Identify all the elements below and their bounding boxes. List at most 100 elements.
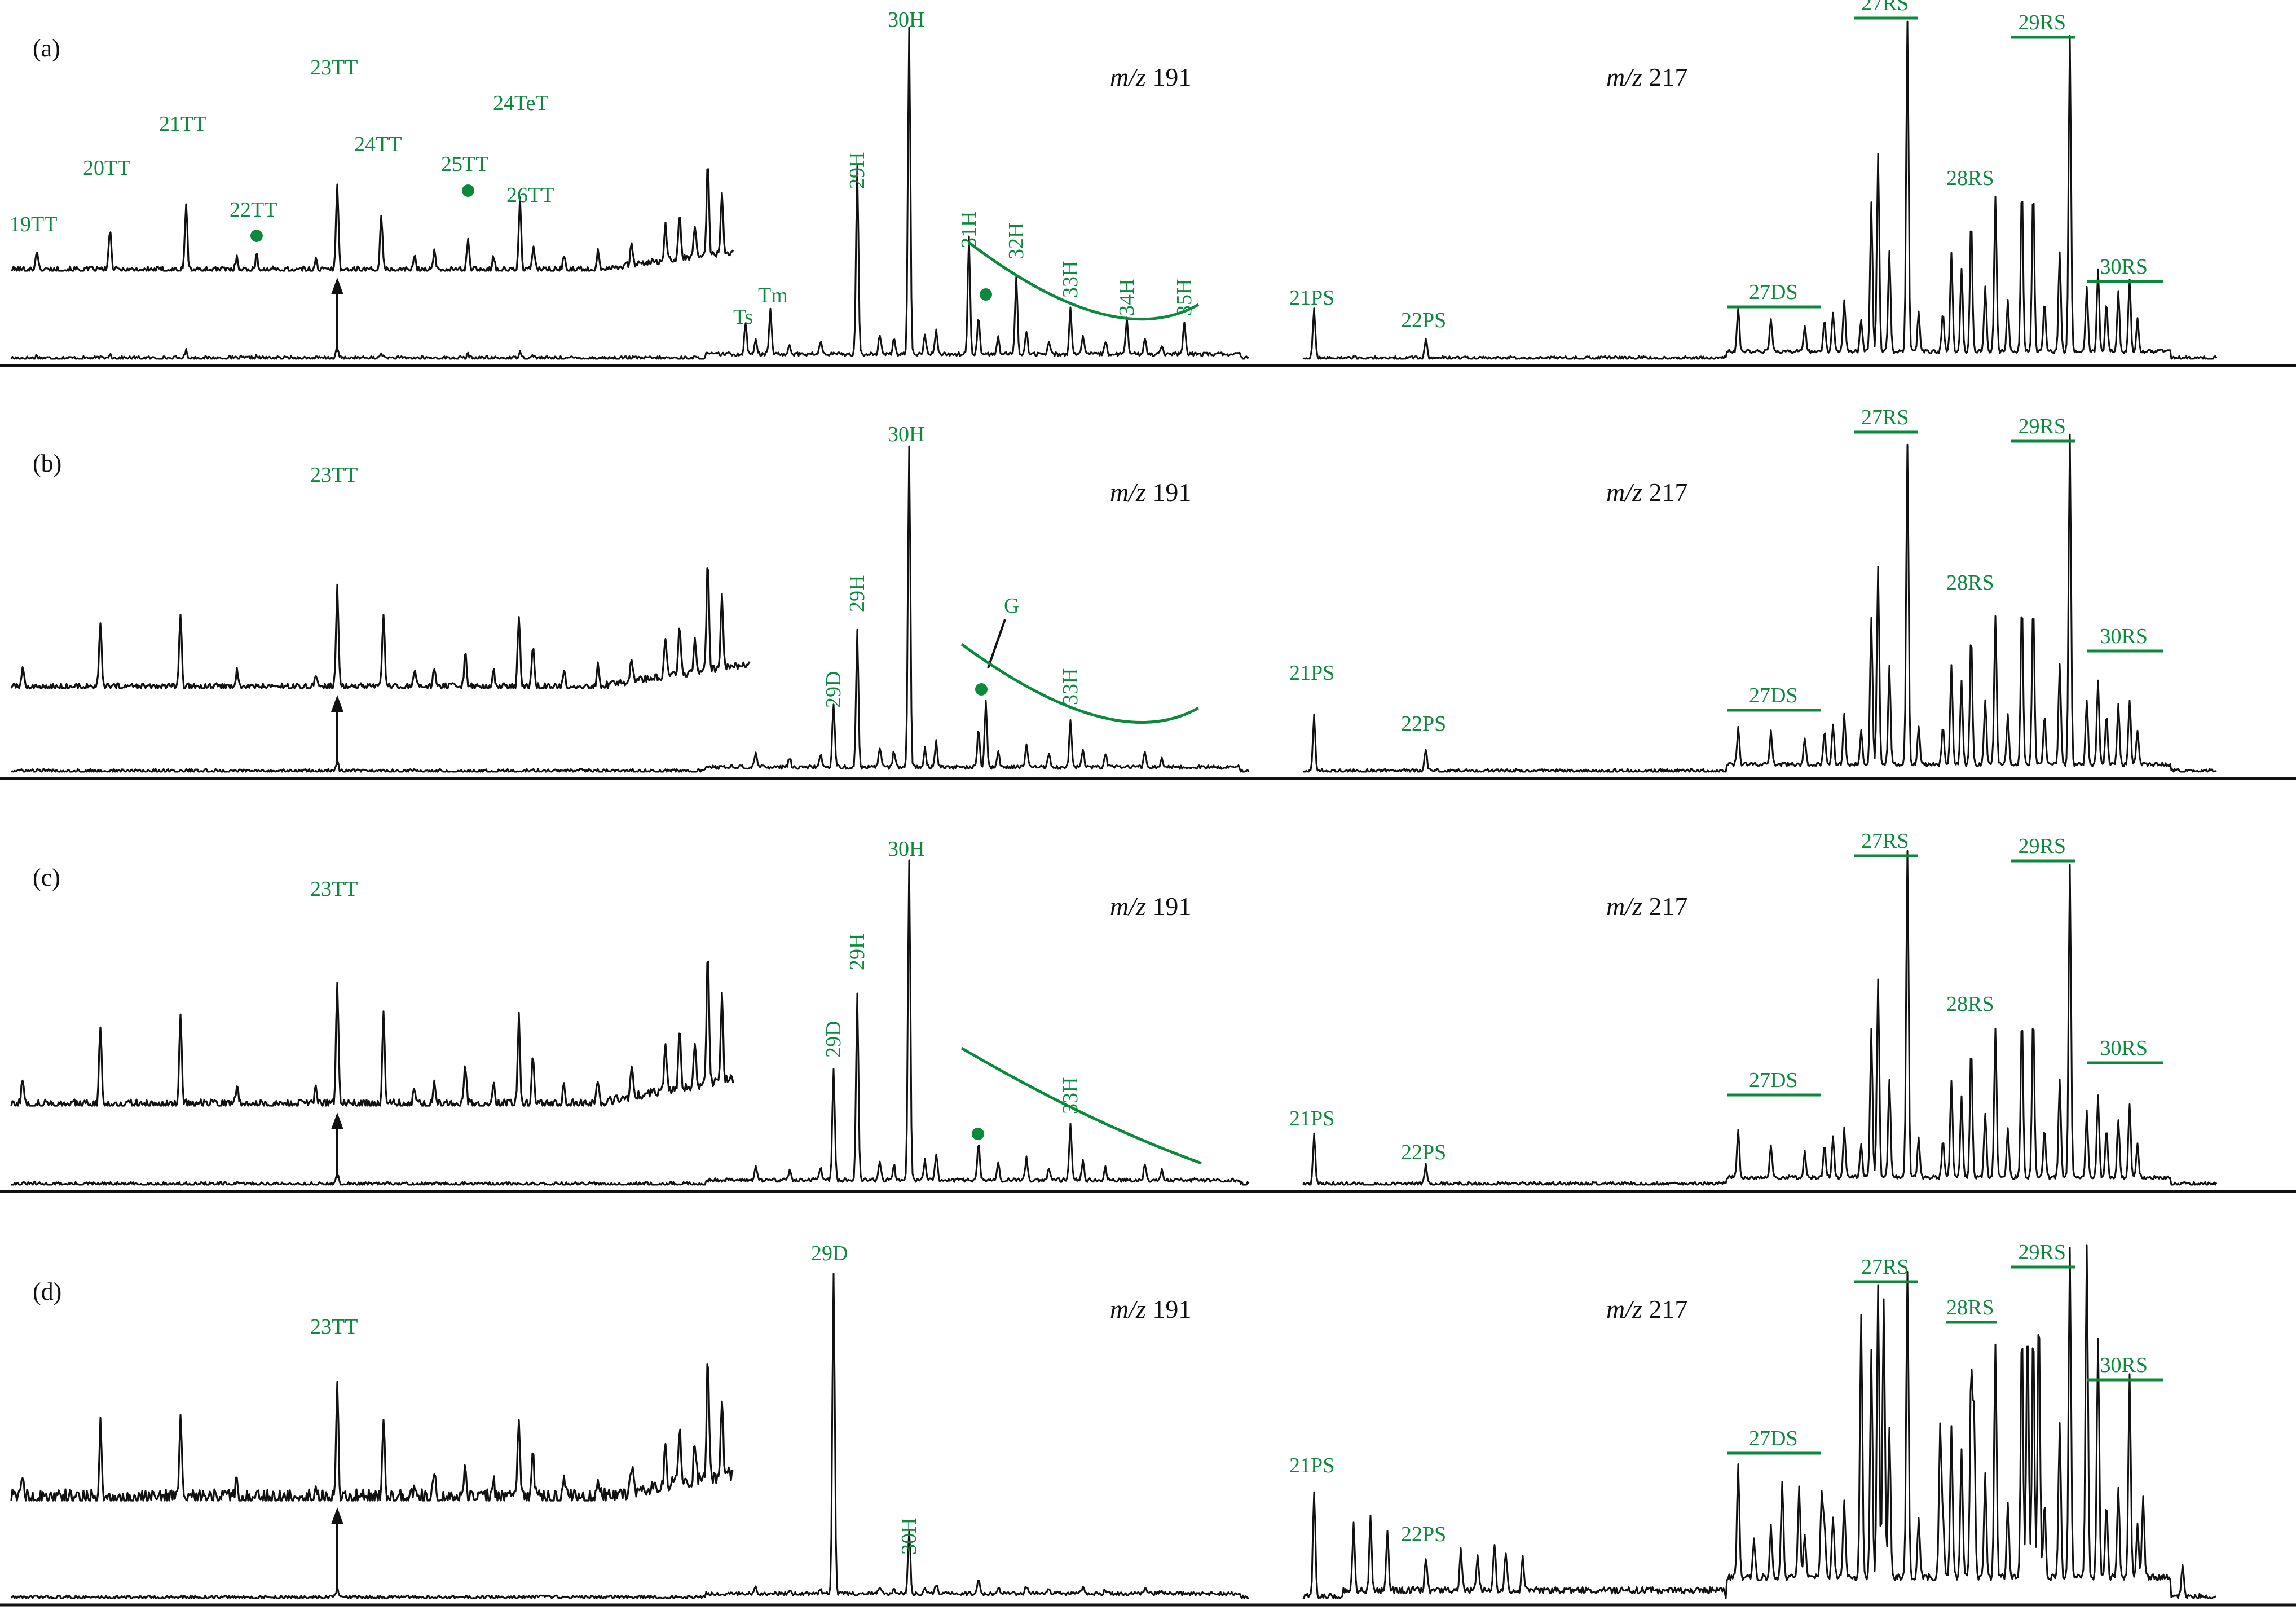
peak-label-21ps: 21PS xyxy=(1289,1454,1334,1477)
peak-label-30h: 30H xyxy=(888,8,924,32)
trace-tricyclic-inset xyxy=(10,960,734,1107)
ion-prefix: m/z xyxy=(1606,1295,1649,1323)
peak-label-24tet: 24TeT xyxy=(493,91,549,115)
marker-dot-25tt xyxy=(462,184,474,197)
peak-label-22ps: 22PS xyxy=(1401,712,1446,736)
ion-value: 217 xyxy=(1649,478,1687,507)
peak-label-29rs: 29RS xyxy=(2019,415,2066,438)
peak-label-29h: 29H xyxy=(845,934,869,970)
panel-label: (b) xyxy=(33,450,61,477)
arrow-head-icon xyxy=(331,695,343,712)
marker-dot-31h xyxy=(980,288,992,301)
trace-m217 xyxy=(1302,850,2218,1186)
ion-value: 191 xyxy=(1152,478,1191,507)
ion-prefix: m/z xyxy=(1110,1295,1152,1323)
ion-label-m217: m/z 217 xyxy=(1606,63,1687,91)
leader-line-g xyxy=(987,619,1006,668)
peak-label-31h: 31H xyxy=(957,212,981,248)
peak-label-30h: 30H xyxy=(888,423,924,446)
panel-label: (d) xyxy=(33,1278,61,1305)
peak-label-27ds: 27DS xyxy=(1749,684,1798,707)
ion-label-m217: m/z 217 xyxy=(1606,892,1687,921)
peak-label-29rs: 29RS xyxy=(2019,834,2066,858)
ion-prefix: m/z xyxy=(1110,892,1152,921)
peak-label-22ps: 22PS xyxy=(1401,309,1446,332)
homohopane-trend-curve xyxy=(960,1046,1202,1165)
peak-label-29h: 29H xyxy=(845,152,869,189)
panel-label: (c) xyxy=(33,864,60,891)
ion-prefix: m/z xyxy=(1110,478,1152,507)
trace-tricyclic-inset xyxy=(10,567,751,689)
peak-label-19tt: 19TT xyxy=(10,213,57,236)
trace-m191 xyxy=(11,445,1250,773)
peak-label-30rs: 30RS xyxy=(2100,1036,2148,1060)
peak-label-23tt: 23TT xyxy=(310,877,358,901)
peak-label-22tt: 22TT xyxy=(230,198,277,222)
ion-value: 191 xyxy=(1152,1295,1191,1323)
marker-dot-g xyxy=(972,1128,984,1140)
peak-label-29d: 29D xyxy=(822,671,845,708)
ion-prefix: m/z xyxy=(1110,63,1152,91)
trace-tricyclic-inset xyxy=(10,1363,734,1502)
peak-label-23tt: 23TT xyxy=(310,463,358,487)
peak-label-26tt: 26TT xyxy=(506,183,554,207)
peak-label-23tt: 23TT xyxy=(310,1315,358,1339)
ion-label-m217: m/z 217 xyxy=(1606,478,1687,507)
peak-label-30rs: 30RS xyxy=(2100,1353,2148,1377)
peak-label-27ds: 27DS xyxy=(1749,1068,1798,1092)
homohopane-trend-curve xyxy=(968,241,1200,321)
trace-m191 xyxy=(10,26,1249,360)
ion-label-m191: m/z 191 xyxy=(1110,892,1191,921)
arrow-head-icon xyxy=(331,1112,343,1129)
peak-label-25tt: 25TT xyxy=(441,152,488,176)
peak-label-29d: 29D xyxy=(822,1021,845,1058)
ion-label-m191: m/z 191 xyxy=(1110,63,1191,91)
trace-tricyclic-inset xyxy=(11,168,734,272)
peak-label-28rs: 28RS xyxy=(1946,1296,1994,1319)
peak-label-27rs: 27RS xyxy=(1861,0,1909,15)
peak-label-22ps: 22PS xyxy=(1401,1141,1446,1164)
arrow-head-icon xyxy=(331,1507,343,1524)
peak-label-27ds: 27DS xyxy=(1749,1427,1798,1450)
peak-label-30h: 30H xyxy=(888,837,924,861)
panel-label: (a) xyxy=(33,34,60,62)
ion-value: 191 xyxy=(1152,63,1191,91)
peak-label-30h: 30H xyxy=(897,1518,921,1555)
ion-value: 217 xyxy=(1649,892,1687,921)
peak-label-29d: 29D xyxy=(811,1242,848,1265)
peak-label-30rs: 30RS xyxy=(2100,624,2148,648)
peak-label-28rs: 28RS xyxy=(1946,992,1994,1016)
peak-label-33h: 33H xyxy=(1059,668,1082,705)
peak-label-27ds: 27DS xyxy=(1749,280,1798,304)
peak-label-23tt: 23TT xyxy=(310,56,358,80)
peak-label-34h: 34H xyxy=(1115,279,1139,316)
peak-label-28rs: 28RS xyxy=(1946,571,1994,595)
peak-label-22ps: 22PS xyxy=(1401,1523,1446,1546)
peak-label-29rs: 29RS xyxy=(2019,1241,2066,1264)
trace-m217 xyxy=(1302,433,2217,773)
peak-label-30rs: 30RS xyxy=(2100,255,2148,279)
trace-m191 xyxy=(10,1273,1249,1599)
peak-label-21ps: 21PS xyxy=(1289,1107,1334,1130)
peak-label-21ps: 21PS xyxy=(1289,286,1334,310)
peak-label-ts: Ts xyxy=(733,305,753,329)
peak-label-21tt: 21TT xyxy=(159,112,206,136)
peak-label-tm: Tm xyxy=(758,284,788,307)
ion-prefix: m/z xyxy=(1606,478,1649,507)
homohopane-trend-curve xyxy=(960,643,1200,724)
peak-label-27rs: 27RS xyxy=(1861,829,1909,853)
arrow-head-icon xyxy=(331,278,343,294)
peak-label-g: G xyxy=(1004,594,1019,618)
peak-label-35h: 35H xyxy=(1173,279,1196,316)
marker-dot-g xyxy=(975,683,988,696)
trace-m217 xyxy=(1302,20,2218,360)
chart-panel-a: (a)m/z 191 m/z 21719TT20TT21TT22TT23TT24T… xyxy=(0,0,2296,367)
peak-label-28rs: 28RS xyxy=(1946,166,1994,190)
ion-label-m217: m/z 217 xyxy=(1606,1295,1687,1323)
peak-label-29h: 29H xyxy=(845,575,869,612)
chart-panel-d: (d) m/z 191 m/z 217 23TT 29D 30H 21PS 22PS 27DS 2… xyxy=(0,1241,2296,1607)
ion-label-m191: m/z 191 xyxy=(1110,1295,1191,1323)
peak-label-27rs: 27RS xyxy=(1861,1255,1909,1279)
